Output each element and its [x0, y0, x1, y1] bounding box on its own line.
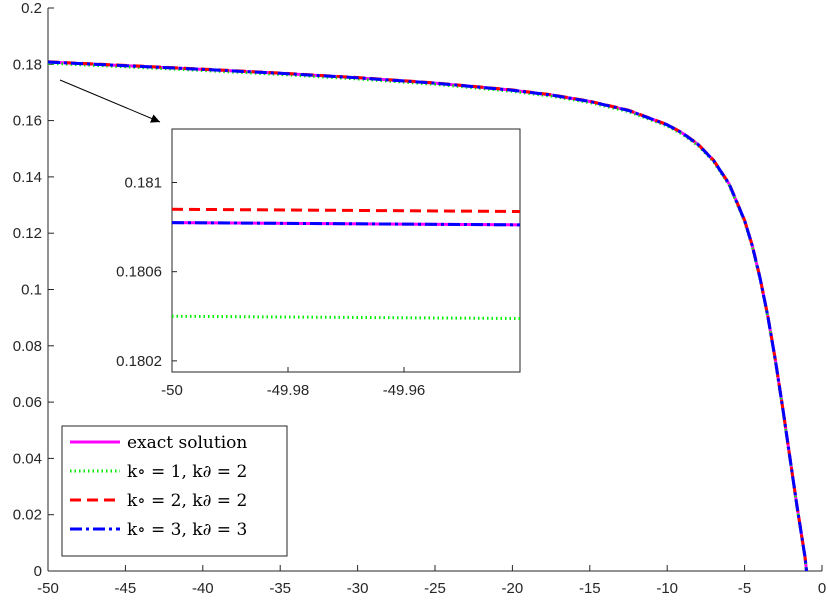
- y-tick-label: 0: [34, 563, 42, 580]
- y-tick-label: 0.04: [13, 450, 42, 467]
- x-tick-label: -45: [115, 580, 137, 597]
- x-tick-label: -50: [37, 580, 59, 597]
- inset-x-tick-label: -49.96: [383, 382, 426, 399]
- y-tick-label: 0.2: [21, 0, 42, 17]
- legend-label: k∘ = 1, k∂ = 2: [127, 462, 247, 482]
- y-tick-label: 0.1: [21, 282, 42, 299]
- inset-series-line-solid: [172, 221, 520, 227]
- inset-background: [171, 128, 521, 373]
- y-tick-label: 0.08: [13, 338, 42, 355]
- y-tick-label: 0.14: [13, 169, 42, 186]
- y-tick-label: 0.06: [13, 394, 42, 411]
- legend-label: k∘ = 3, k∂ = 3: [127, 520, 247, 540]
- inset-series: [172, 207, 520, 320]
- inset-x-tick-label: -49.98: [267, 382, 310, 399]
- inset-y-tick-label: 0.181: [124, 175, 162, 192]
- zoom-arrow: [59, 79, 161, 123]
- legend-label: k∘ = 2, k∂ = 2: [127, 491, 247, 511]
- legend-box: [61, 425, 288, 557]
- series-line-dashdot: [48, 60, 809, 571]
- x-tick-label: -35: [269, 580, 291, 597]
- inset-x-tick-label: -50: [161, 382, 183, 399]
- y-tick-label: 0.02: [13, 507, 42, 524]
- x-tick-label: 0: [818, 580, 826, 597]
- inset-y-tick-label: 0.1802: [116, 353, 162, 370]
- y-tick-label: 0.12: [13, 225, 42, 242]
- legend: exact solution k∘ = 1, k∂ = 2 k∘ = 2, k∂ =…: [61, 425, 288, 557]
- main-series: [48, 60, 809, 571]
- x-tick-label: -5: [738, 580, 751, 597]
- x-tick-label: -10: [656, 580, 678, 597]
- legend-label: exact solution: [127, 433, 247, 453]
- inset-y-tick-label: 0.1806: [116, 264, 162, 281]
- inset-ticks: -50 -49.98 -49.96 0.181 0.1806 0.1802: [116, 175, 425, 399]
- x-tick-label: -30: [347, 580, 369, 597]
- x-tick-label: -20: [502, 580, 524, 597]
- y-tick-label: 0.18: [13, 56, 42, 73]
- x-tick-label: -15: [579, 580, 601, 597]
- main-ticks: -50 -45 -40 -35 -30 -25 -20 -15 -10 -5 000.020.040…: [13, 0, 826, 597]
- x-tick-label: -40: [192, 580, 214, 597]
- y-tick-label: 0.16: [13, 113, 42, 130]
- x-tick-label: -25: [424, 580, 446, 597]
- inset-series-line-dashed: [172, 207, 520, 213]
